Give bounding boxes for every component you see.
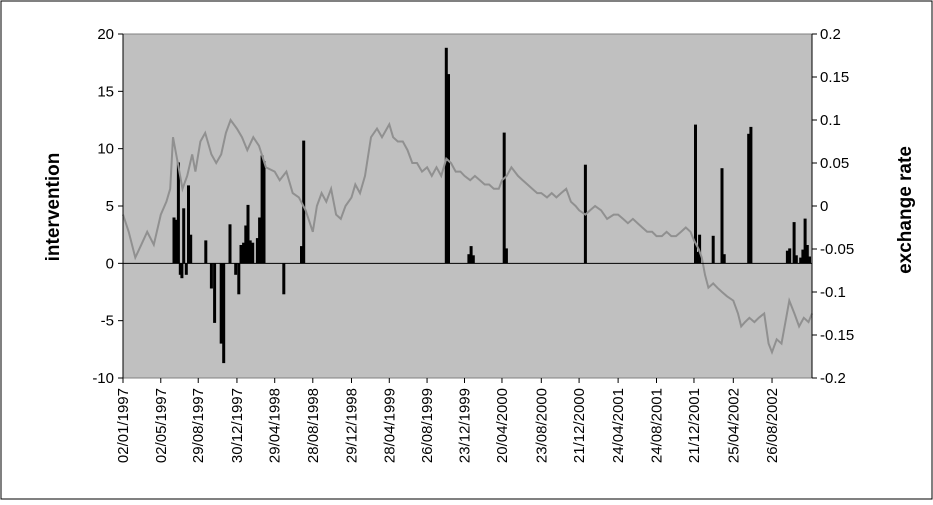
x-tick-label: 26/08/2002 [764,388,781,463]
intervention-bar [788,248,792,264]
x-tick-label: 02/01/1997 [115,388,132,463]
intervention-bar [234,263,238,275]
right-tick-label: -0.2 [820,370,846,387]
intervention-bar [799,257,803,264]
intervention-bar [244,225,248,264]
x-tick-label: 24/08/2001 [649,388,666,463]
intervention-bar [801,249,805,264]
intervention-bar [248,240,252,264]
intervention-bar [260,155,264,264]
intervention-bar [189,234,193,264]
intervention-bar [694,124,697,264]
plot-area [122,33,813,379]
intervention-bar [262,161,266,264]
intervention-bar [222,263,226,364]
intervention-bar [204,240,208,264]
left-tick-label: 15 [97,83,114,100]
x-tick-label: 28/04/1999 [381,388,398,463]
x-tick-label: 21/12/2000 [571,388,588,463]
x-tick-label: 25/04/2002 [725,388,742,463]
x-tick-label: 29/12/1998 [344,388,361,463]
x-tick-label: 28/08/1998 [305,388,322,463]
x-tick-label: 02/05/1997 [153,388,170,463]
intervention-bar [502,132,506,264]
intervention-bar [180,263,184,279]
intervention-bar [747,133,751,264]
left-axis: 20 15 10 5 0 -5 -10 [92,26,124,387]
x-tick-label: 24/04/2001 [610,388,627,463]
intervention-bar [209,263,213,289]
intervention-bar [794,255,798,264]
intervention-bar [239,245,243,264]
intervention-bar [471,255,475,264]
left-tick-label: -10 [92,370,114,387]
intervention-bar [246,204,250,264]
x-tick-label: 23/08/2000 [533,388,550,463]
intervention-bar [720,168,724,264]
intervention-bar [228,224,232,264]
intervention-bar [184,263,188,275]
x-tick-label: 29/04/1998 [267,388,284,463]
right-tick-label: -0.1 [820,284,846,301]
intervention-bar [467,254,471,264]
intervention-bar [504,248,508,264]
right-axis-title: exchange rate [895,146,916,274]
right-tick-label: 0.15 [820,69,849,86]
intervention-bar [696,251,700,264]
intervention-bar [808,256,811,264]
left-tick-label: 0 [106,255,114,272]
intervention-bar [258,217,262,264]
intervention-bar [242,242,246,264]
x-tick-label: 29/08/1997 [190,388,207,463]
intervention-bar [213,263,217,323]
intervention-bar [172,217,176,264]
x-tick-label: 21/12/2001 [686,388,703,463]
intervention-bar [785,250,789,264]
intervention-bar [178,263,182,275]
x-tick-label: 23/12/1999 [457,388,474,463]
left-tick-label: -5 [101,313,114,330]
intervention-bar [711,235,715,264]
intervention-bar [469,246,473,264]
x-tick-label: 30/12/1997 [229,388,246,463]
intervention-bar [282,263,286,295]
intervention-bar [444,47,448,264]
left-tick-label: 20 [97,26,114,43]
x-axis: 02/01/1997 02/05/1997 29/08/1997 30/12/1997… [115,378,781,463]
intervention-bar [722,254,726,264]
intervention-bar [792,222,796,264]
right-tick-label: 0.05 [820,155,849,172]
intervention-bar [302,140,306,264]
intervention-bar [251,242,255,264]
left-tick-label: 10 [97,141,114,158]
exchange-rate-layer [122,117,813,356]
right-tick-label: -0.05 [820,241,854,258]
right-axis: 0.2 0.15 0.1 0.05 0 -0.05 -0.1 -0.15 -0.2 [811,26,854,387]
x-tick-label: 20/04/2000 [494,388,511,463]
intervention-bar [219,263,223,344]
intervention-bar [174,219,178,264]
intervention-bar [255,238,259,264]
intervention-bar [749,126,753,264]
left-tick-label: 5 [106,198,114,215]
x-tick-label: 26/08/1999 [419,388,436,463]
intervention-bars [172,47,811,364]
intervention-bar [237,263,241,295]
intervention-bar [803,218,807,264]
right-tick-label: 0 [820,198,828,215]
intervention-bar [805,245,809,264]
intervention-bar [176,162,180,264]
intervention-bar [187,185,190,264]
right-tick-label: 0.1 [820,112,841,129]
left-axis-title: intervention [43,153,64,262]
right-tick-label: -0.15 [820,327,854,344]
exchange-rate-line [122,117,813,356]
intervention-bar [182,208,186,264]
right-tick-label: 0.2 [820,26,841,43]
intervention-bar [300,246,303,264]
intervention-bar [447,74,450,264]
